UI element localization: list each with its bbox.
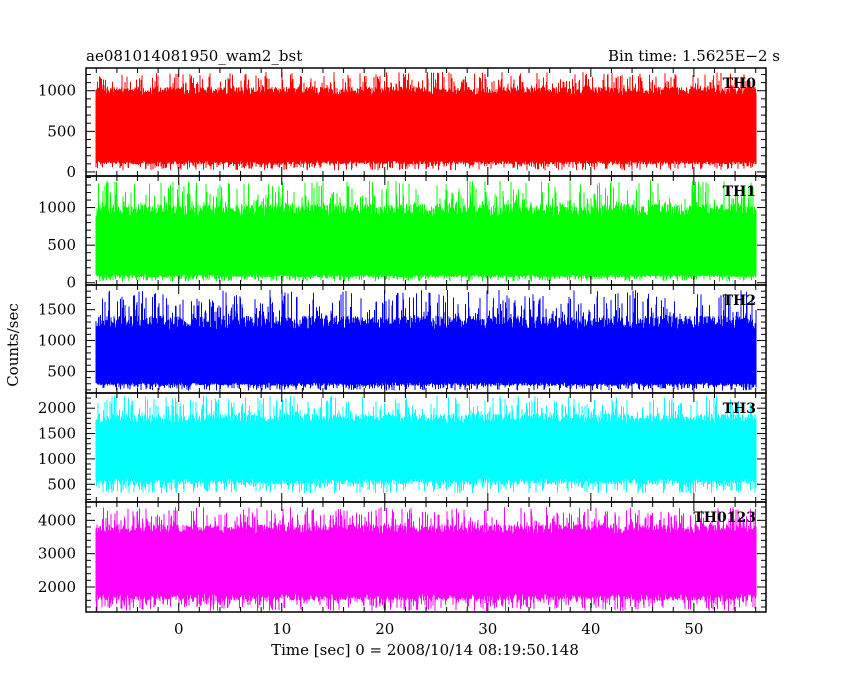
panel-label-th1: TH1 — [723, 184, 756, 200]
x-tick-label: 50 — [684, 620, 703, 638]
y-tick-label: 1500 — [38, 301, 76, 319]
panel-th1: 0 500 1000 TH1 — [38, 175, 767, 292]
y-tick-label: 4000 — [38, 511, 76, 529]
y-tick-label: 2000 — [38, 399, 76, 417]
x-tick-label: 40 — [581, 620, 600, 638]
x-axis: 0 10 20 30 40 50 — [174, 620, 703, 638]
panel-label-th0123: TH0123 — [693, 510, 756, 526]
x-axis-label: Time [sec] 0 = 2008/10/14 08:19:50.148 — [271, 641, 579, 659]
panel-th3: 500 1000 1500 2000 TH3 — [38, 392, 767, 503]
y-tick-label: 500 — [47, 122, 76, 140]
panel-th2: 500 1000 1500 TH2 — [38, 284, 767, 394]
panel-label-th0: TH0 — [723, 76, 757, 92]
bin-time-label: Bin time: 1.5625E−2 s — [608, 47, 780, 65]
panel-label-th3: TH3 — [723, 401, 756, 417]
x-tick-label: 0 — [174, 620, 184, 638]
panel-th0123: 2000 3000 4000 TH0123 — [38, 501, 767, 613]
y-tick-label: 1000 — [38, 199, 76, 217]
x-tick-label: 10 — [272, 620, 291, 638]
y-tick-label: 3000 — [38, 545, 76, 563]
x-tick-label: 20 — [375, 620, 394, 638]
y-axis-label: Counts/sec — [4, 303, 22, 387]
series-th0123-band — [96, 538, 756, 588]
y-tick-label: 500 — [47, 475, 76, 493]
y-tick-label: 500 — [47, 236, 76, 254]
y-tick-label: 1500 — [38, 425, 76, 443]
y-tick-label: 0 — [66, 274, 76, 292]
y-tick-label: 0 — [66, 163, 76, 181]
panel-th0: 0 500 1000 TH0 — [38, 67, 767, 181]
series-th1-band — [96, 221, 756, 274]
chart-title: ae081014081950_wam2_bst — [86, 47, 302, 65]
y-tick-label: 500 — [47, 362, 76, 380]
y-tick-label: 2000 — [38, 578, 76, 596]
series-th3-band — [96, 427, 756, 476]
x-tick-label: 30 — [478, 620, 497, 638]
panel-label-th2: TH2 — [723, 293, 756, 309]
series-th0-band — [96, 100, 756, 160]
y-tick-label: 1000 — [38, 332, 76, 350]
panels-group: 0 500 1000 TH0 0 500 1000 TH1 500 1000 1500 TH2 500 1… — [38, 67, 767, 613]
y-tick-label: 1000 — [38, 450, 76, 468]
series-th2-band — [96, 333, 756, 381]
y-tick-label: 1000 — [38, 82, 76, 100]
